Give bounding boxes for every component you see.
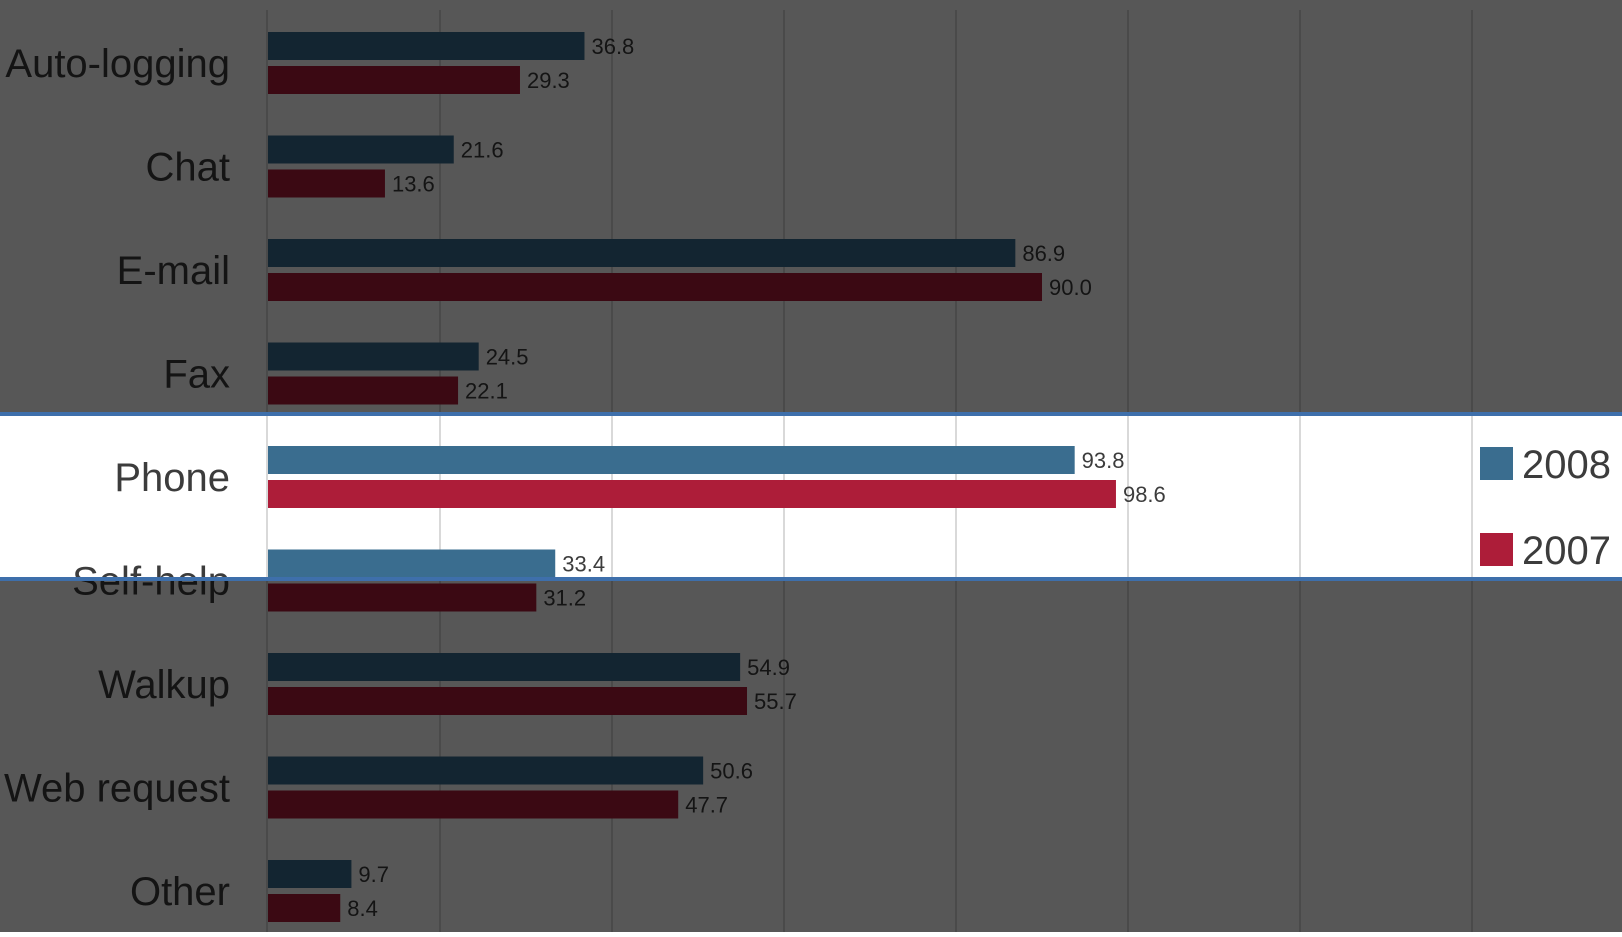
value-label-phone-2007: 98.6 — [1123, 482, 1166, 507]
bar-phone-2007 — [268, 480, 1116, 508]
legend: 2008 2007 — [1480, 443, 1611, 573]
value-label-self-help-2008: 33.4 — [562, 552, 605, 577]
value-label-phone-2008: 93.8 — [1082, 448, 1125, 473]
category-label-phone: Phone — [114, 456, 230, 500]
bar-self-help-2008 — [268, 549, 556, 578]
dim-overlay-top — [0, 0, 1622, 414]
bar-phone-2008 — [268, 446, 1075, 474]
dim-overlay-bottom — [0, 579, 1622, 932]
legend-swatch-2008 — [1480, 447, 1513, 480]
legend-label-2007: 2007 — [1522, 529, 1611, 573]
legend-label-2008: 2008 — [1522, 443, 1611, 487]
legend-swatch-2007 — [1480, 533, 1513, 566]
